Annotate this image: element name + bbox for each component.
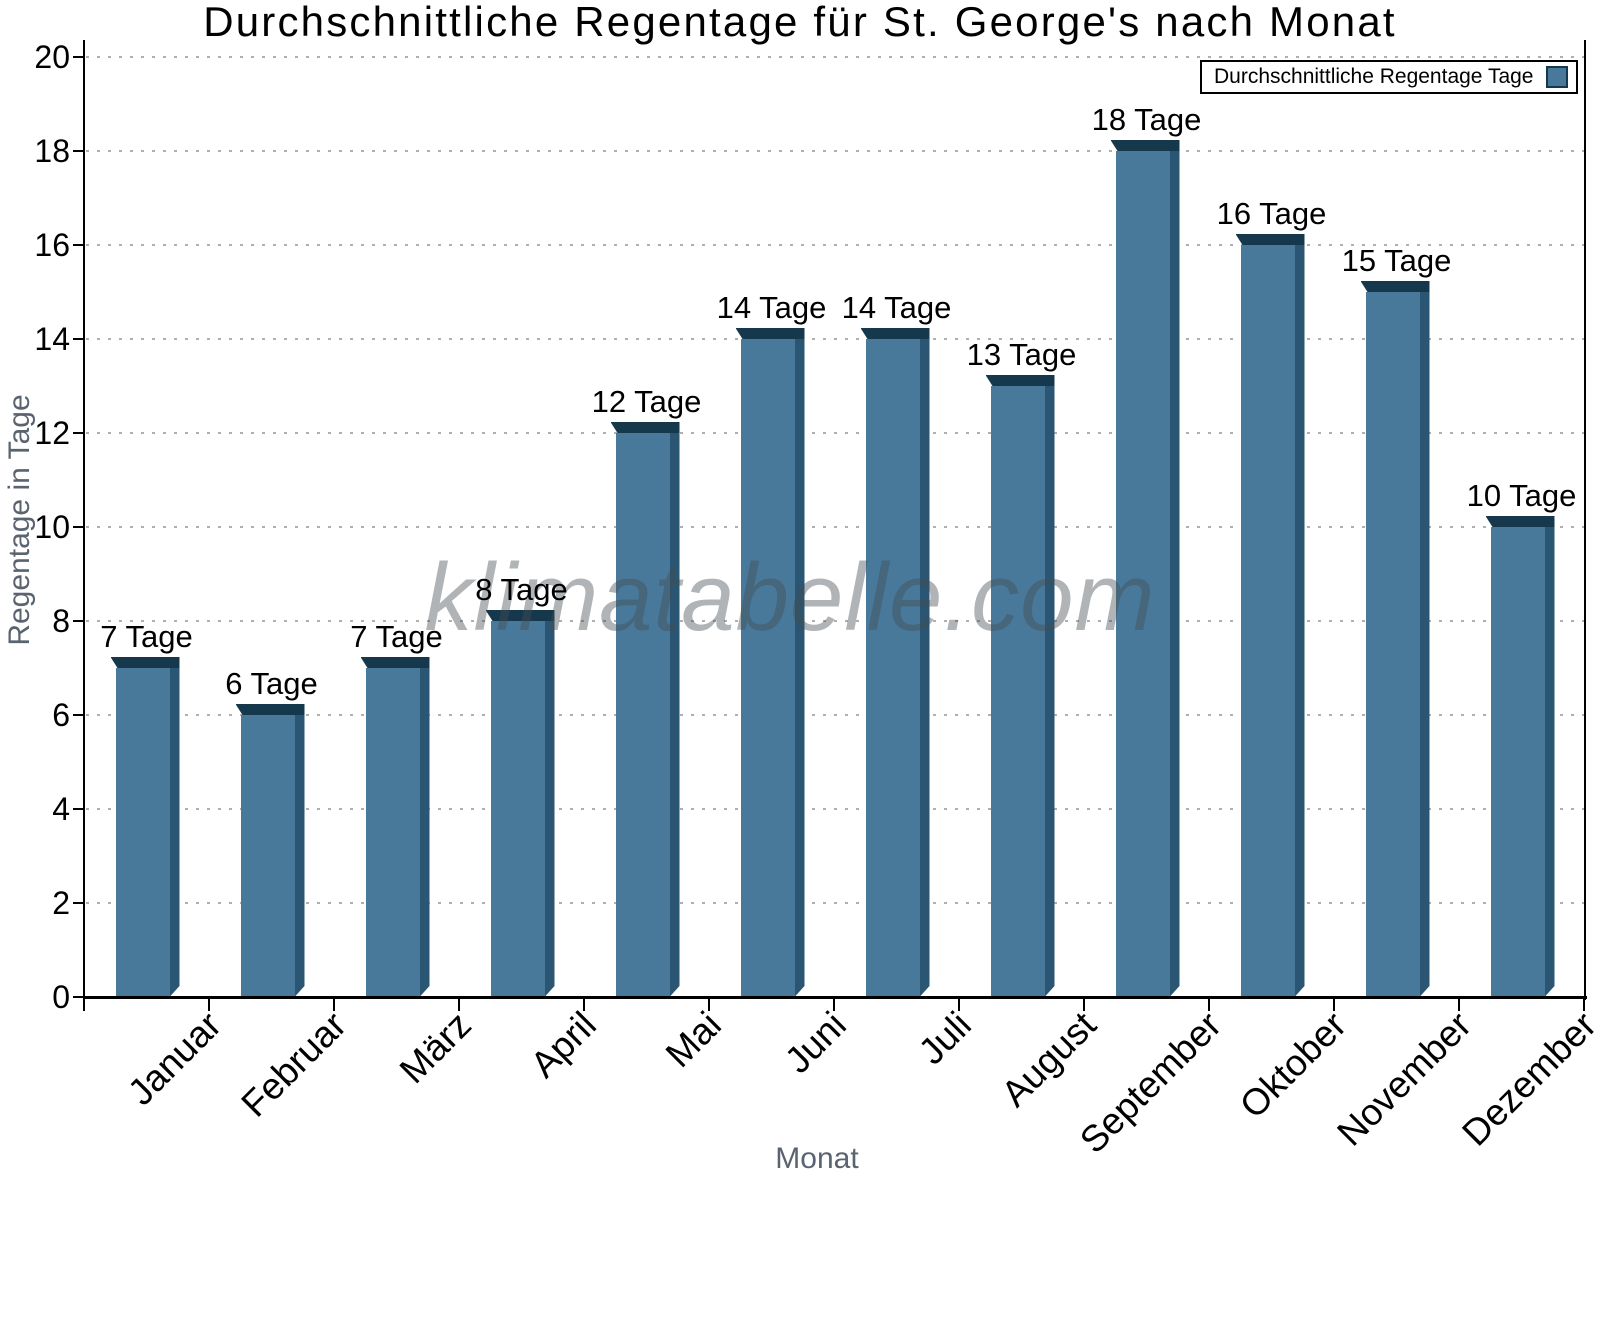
bar-märz (366, 668, 420, 997)
gridline (86, 432, 1584, 434)
bar-top-face (986, 375, 1055, 386)
bar-side-face (920, 339, 930, 997)
legend-swatch-icon (1546, 66, 1568, 88)
y-tick-label: 18 (0, 131, 70, 171)
bar-side-face (420, 668, 430, 997)
bar-juni (741, 339, 795, 997)
bar-side-face (170, 668, 180, 997)
gridline (86, 526, 1584, 528)
bar-value-label: 8 Tage (422, 572, 622, 608)
bar-value-label: 7 Tage (47, 619, 247, 655)
bar-august (991, 386, 1045, 997)
x-tick (1333, 997, 1335, 1011)
bar-januar (116, 668, 170, 997)
bar-mai (616, 433, 670, 997)
bar-top-face (111, 657, 180, 668)
bar-top-face (1111, 140, 1180, 151)
bar-top-face (236, 704, 305, 715)
x-tick (833, 997, 835, 1011)
bar-value-label: 10 Tage (1422, 478, 1600, 514)
legend: Durchschnittliche Regentage Tage (1200, 60, 1578, 94)
bar-side-face (545, 621, 555, 997)
bar-value-label: 14 Tage (797, 290, 997, 326)
bar-top-face (611, 422, 680, 433)
bar-april (491, 621, 545, 997)
x-tick (958, 997, 960, 1011)
x-tick (708, 997, 710, 1011)
bar-top-face (1486, 516, 1555, 527)
bar-top-face (861, 328, 930, 339)
plot-right-border (1584, 40, 1586, 1000)
bar-side-face (295, 715, 305, 997)
chart-root: Durchschnittliche Regentage für St. Geor… (0, 0, 1600, 1200)
gridline (86, 150, 1584, 152)
gridline (86, 714, 1584, 716)
gridline (86, 338, 1584, 340)
x-tick (333, 997, 335, 1011)
bar-top-face (1236, 234, 1305, 245)
bar-juli (866, 339, 920, 997)
bar-side-face (1045, 386, 1055, 997)
x-tick (1458, 997, 1460, 1011)
gridline (86, 808, 1584, 810)
chart-title: Durchschnittliche Regentage für St. Geor… (0, 0, 1600, 46)
x-axis-line (83, 996, 1587, 999)
y-axis-line (83, 40, 85, 1000)
bar-value-label: 6 Tage (172, 666, 372, 702)
x-tick (208, 997, 210, 1011)
bar-top-face (1361, 281, 1430, 292)
bar-value-label: 12 Tage (547, 384, 747, 420)
bar-value-label: 15 Tage (1297, 243, 1497, 279)
x-tick (1208, 997, 1210, 1011)
bar-side-face (795, 339, 805, 997)
gridline (86, 902, 1584, 904)
y-tick-label: 2 (0, 883, 70, 923)
gridline (86, 56, 1584, 58)
bar-februar (241, 715, 295, 997)
x-tick (458, 997, 460, 1011)
bar-value-label: 16 Tage (1172, 196, 1372, 232)
bar-side-face (670, 433, 680, 997)
bar-value-label: 13 Tage (922, 337, 1122, 373)
y-axis-title: Regentage in Tage (0, 220, 40, 820)
bar-value-label: 18 Tage (1047, 102, 1247, 138)
bar-value-label: 7 Tage (297, 619, 497, 655)
bar-top-face (736, 328, 805, 339)
y-tick-label: 0 (0, 977, 70, 1017)
x-tick (583, 997, 585, 1011)
legend-label: Durchschnittliche Regentage Tage (1214, 65, 1533, 89)
x-axis-title: Monat (0, 1142, 1600, 1176)
x-tick (1083, 997, 1085, 1011)
